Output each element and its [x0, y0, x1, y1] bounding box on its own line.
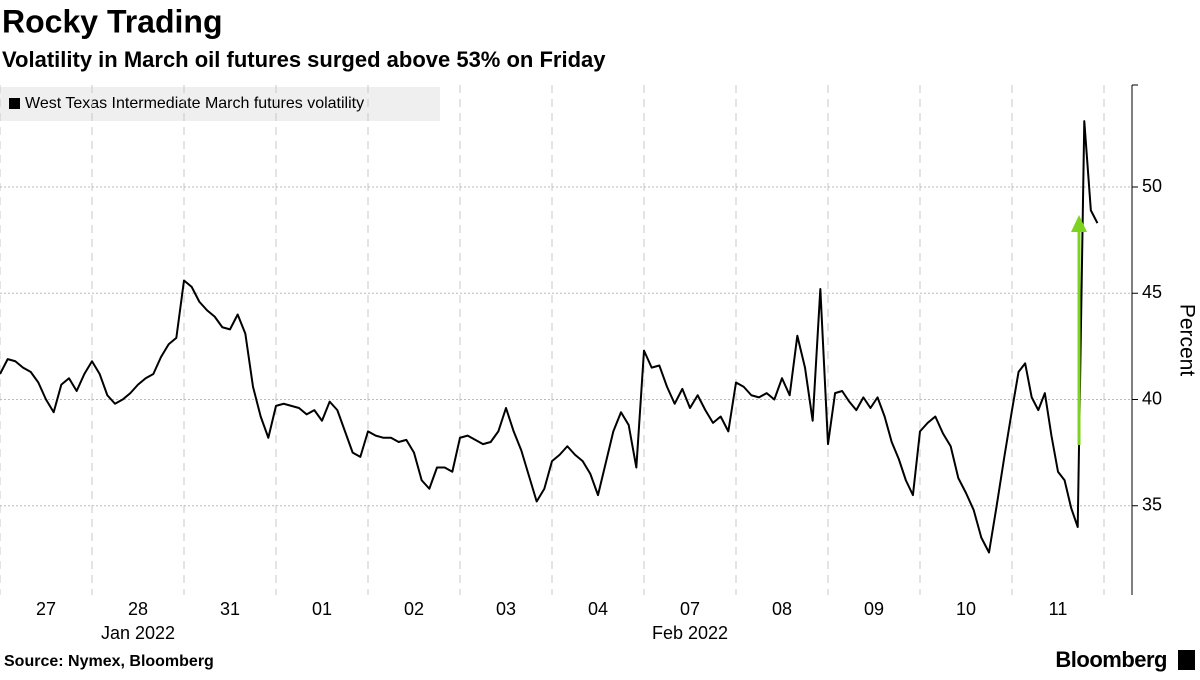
- x-tick-label: 09: [864, 599, 884, 619]
- plot: 35 40 45 50 27 28 Jan 2022 31 01 02 03 04 07 Feb 2022…: [0, 84, 1162, 643]
- legend-swatch: [9, 98, 20, 109]
- legend-label: West Texas Intermediate March futures vo…: [25, 95, 364, 112]
- y-tick-label: 45: [1142, 282, 1162, 302]
- x-sublabel: Jan 2022: [101, 623, 175, 643]
- y-tick-label: 50: [1142, 176, 1162, 196]
- legend-box: [0, 87, 440, 121]
- brand-icon: [1178, 650, 1195, 670]
- x-tick-label: 07: [680, 599, 700, 619]
- x-tick-label: 01: [312, 599, 332, 619]
- x-tick-label: 27: [36, 599, 56, 619]
- chart-title: Rocky Trading: [2, 3, 223, 39]
- y-tick-label: 40: [1142, 388, 1162, 408]
- x-tick-label: 31: [220, 599, 240, 619]
- x-tick-label: 10: [956, 599, 976, 619]
- source: Source: Nymex, Bloomberg: [4, 653, 214, 670]
- x-tick-label: 03: [496, 599, 516, 619]
- chart-subtitle: Volatility in March oil futures surged a…: [2, 47, 606, 72]
- x-tick-label: 08: [772, 599, 792, 619]
- y-tick-label: 35: [1142, 495, 1162, 515]
- x-tick-label: 28: [128, 599, 148, 619]
- brand: Bloomberg: [1055, 647, 1167, 672]
- data-line: [0, 120, 1099, 554]
- x-tick-label: 11: [1049, 599, 1068, 619]
- y-axis-label: Percent: [1175, 304, 1198, 377]
- x-tick-label: 02: [404, 599, 424, 619]
- x-sublabel: Feb 2022: [652, 623, 728, 643]
- x-tick-label: 04: [588, 599, 608, 619]
- annotation-arrowhead: [1071, 215, 1087, 232]
